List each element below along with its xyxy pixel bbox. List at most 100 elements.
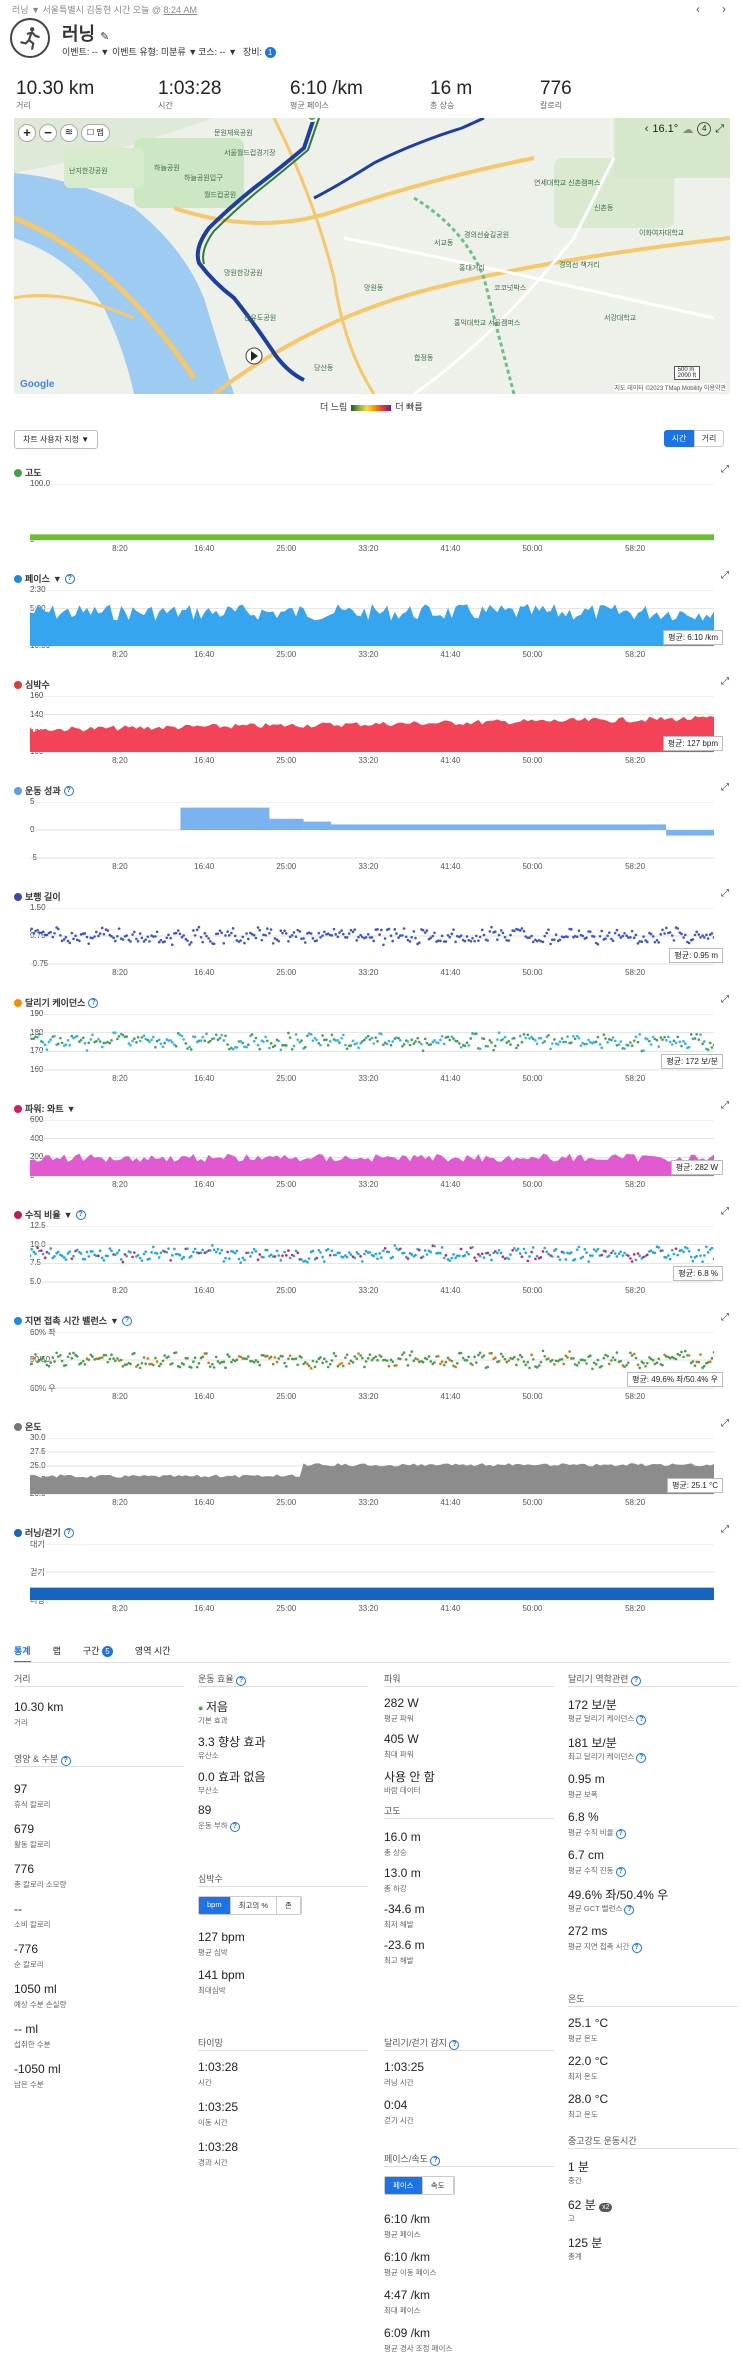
- map-place-label[interactable]: 경의선숲길공원: [464, 232, 510, 239]
- filter-dropdown-2[interactable]: 코스: -- ▼: [198, 45, 237, 58]
- help-icon[interactable]: ?: [121, 1315, 132, 1326]
- expand-icon[interactable]: ⤢: [721, 570, 729, 581]
- map-terms-link[interactable]: 이용약관: [703, 386, 726, 392]
- tab-stats[interactable]: 통계: [14, 1644, 31, 1663]
- x-axis-distance-toggle[interactable]: 거리: [694, 430, 724, 447]
- map-place-label[interactable]: 경의선 책거리: [559, 262, 600, 269]
- filter-dropdown-3[interactable]: 장비: 1: [243, 45, 276, 58]
- help-icon[interactable]: ?: [63, 1527, 74, 1538]
- expand-icon[interactable]: ⤢: [721, 1100, 729, 1111]
- map-place-label[interactable]: 서울월드컵경기장: [224, 150, 276, 157]
- pace-toggle[interactable]: 페이스: [385, 2177, 423, 2194]
- map-place-label[interactable]: 월드컵공원: [204, 192, 237, 199]
- expand-icon[interactable]: ⤢: [721, 782, 729, 793]
- map-place-label[interactable]: 이화여자대학교: [639, 230, 685, 237]
- chart-plot[interactable]: [30, 1120, 714, 1178]
- chart-plot[interactable]: [30, 1014, 714, 1072]
- help-icon[interactable]: ?: [88, 997, 99, 1008]
- map-place-label[interactable]: 홍대거리: [459, 265, 485, 272]
- hr-unit-zone[interactable]: 존: [277, 1897, 301, 1914]
- expand-icon[interactable]: ⤢: [721, 464, 729, 475]
- chevron-down-icon[interactable]: ▼: [110, 1315, 119, 1326]
- tab-laps[interactable]: 랩: [52, 1646, 61, 1656]
- help-icon[interactable]: ?: [430, 2156, 441, 2166]
- chart-customize-dropdown[interactable]: 차트 사용자 지정 ▼: [14, 430, 99, 449]
- help-icon[interactable]: ?: [615, 1829, 626, 1839]
- filter-dropdown-1[interactable]: 이벤트 유형: 미분류 ▼: [112, 45, 197, 58]
- activity-title[interactable]: 러닝 ✎: [62, 24, 110, 44]
- help-icon[interactable]: ?: [636, 1753, 647, 1763]
- help-icon[interactable]: ?: [63, 785, 74, 796]
- expand-icon[interactable]: ⤢: [721, 994, 729, 1005]
- map-place-label[interactable]: 하늘공원입구: [184, 175, 223, 182]
- map-place-label[interactable]: 하늘공원: [154, 165, 180, 172]
- expand-icon[interactable]: ⤢: [721, 1206, 729, 1217]
- map-place-label[interactable]: 연세대학교 신촌캠퍼스: [534, 180, 601, 187]
- chart-plot[interactable]: [30, 1544, 714, 1602]
- series-point: [465, 935, 469, 938]
- breadcrumb-activity-type[interactable]: 러닝: [12, 5, 29, 15]
- chart-plot[interactable]: [30, 696, 714, 754]
- filter-dropdown-0[interactable]: 이벤트: -- ▼: [62, 45, 109, 58]
- expand-icon[interactable]: ⤢: [721, 1524, 729, 1535]
- map-place-label[interactable]: 망원한강공원: [224, 270, 263, 277]
- help-icon[interactable]: ?: [630, 1676, 641, 1686]
- help-icon[interactable]: ?: [624, 1905, 635, 1915]
- help-icon[interactable]: ?: [236, 1676, 247, 1686]
- help-icon[interactable]: ?: [64, 573, 75, 584]
- chevron-down-icon[interactable]: ▼: [52, 573, 62, 584]
- help-icon[interactable]: ?: [449, 2040, 460, 2050]
- stat-label: 소비 칼로리: [14, 1919, 51, 1930]
- chart-plot[interactable]: [30, 484, 714, 542]
- map-place-label[interactable]: 서강대학교: [604, 315, 637, 322]
- help-icon[interactable]: ?: [631, 1943, 642, 1953]
- help-icon[interactable]: ?: [615, 1867, 626, 1877]
- tab-zones[interactable]: 영역 시간: [134, 1646, 171, 1656]
- map-place-label[interactable]: 코코넛박스: [494, 285, 527, 292]
- map-type-toggle[interactable]: ☐ 맵: [81, 124, 110, 142]
- expand-icon[interactable]: ⤢: [721, 1418, 729, 1429]
- zoom-in-button[interactable]: +: [18, 124, 36, 142]
- chart-plot[interactable]: [30, 1438, 714, 1496]
- map-place-label[interactable]: 신촌동: [594, 205, 614, 212]
- zoom-out-button[interactable]: −: [39, 124, 57, 142]
- chevron-down-icon[interactable]: ▼: [66, 1103, 76, 1114]
- layers-icon[interactable]: ≋: [60, 124, 78, 142]
- chart-plot[interactable]: [30, 590, 714, 648]
- map-place-label[interactable]: 선유도공원: [244, 315, 277, 322]
- help-icon[interactable]: ?: [60, 1756, 71, 1766]
- map-place-label[interactable]: 합정동: [414, 355, 434, 362]
- map-place-label[interactable]: 문원체육공원: [214, 130, 253, 137]
- help-icon[interactable]: ?: [636, 1715, 647, 1725]
- hr-unit-percent[interactable]: 최고의 %: [230, 1897, 278, 1914]
- tab-splits[interactable]: 구간 5: [83, 1644, 113, 1663]
- map-place-label[interactable]: 홍익대학교 서울캠퍼스: [454, 320, 521, 327]
- fullscreen-icon[interactable]: ⤢: [715, 122, 724, 135]
- help-icon[interactable]: ?: [229, 1822, 240, 1832]
- stat-section-title: 영양 & 수분 ?: [14, 1752, 71, 1766]
- map-place-label[interactable]: 당산동: [314, 365, 334, 372]
- speed-toggle[interactable]: 속도: [422, 2177, 454, 2194]
- chart-plot[interactable]: [30, 908, 714, 966]
- prev-icon[interactable]: ‹: [696, 2, 700, 16]
- x-axis-time-toggle[interactable]: 시간: [664, 430, 694, 447]
- expand-icon[interactable]: ⤢: [721, 1312, 729, 1323]
- chart-plot[interactable]: [30, 1332, 714, 1390]
- map-place-label[interactable]: 난지한강공원: [69, 168, 108, 175]
- map-place-label[interactable]: 망원동: [364, 285, 384, 292]
- chart-plot[interactable]: [30, 1226, 714, 1284]
- next-icon[interactable]: ›: [722, 2, 726, 16]
- chevron-down-icon[interactable]: ▼: [63, 1209, 73, 1220]
- expand-icon[interactable]: ⤢: [721, 888, 729, 899]
- series-point: [300, 1258, 303, 1261]
- breadcrumb-time[interactable]: 8:24 AM: [163, 5, 198, 15]
- nav-left-icon[interactable]: ‹: [644, 123, 649, 135]
- chart-plot[interactable]: [30, 802, 714, 860]
- edit-icon[interactable]: ✎: [100, 31, 110, 43]
- series-point: [653, 1251, 657, 1255]
- expand-icon[interactable]: ⤢: [721, 676, 729, 687]
- hr-unit-bpm[interactable]: bpm: [199, 1897, 231, 1914]
- help-icon[interactable]: ?: [75, 1209, 86, 1220]
- map-place-label[interactable]: 서교동: [434, 240, 454, 247]
